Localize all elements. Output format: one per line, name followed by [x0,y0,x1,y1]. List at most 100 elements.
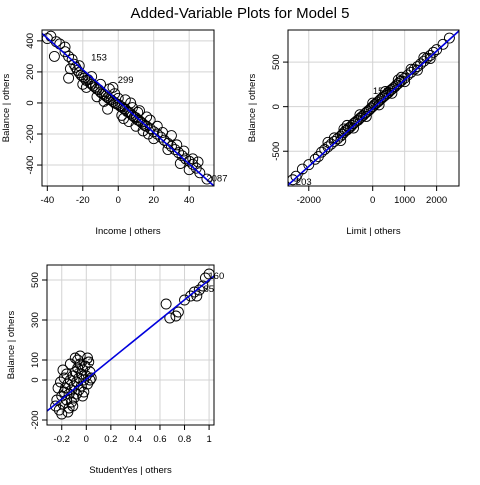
x-tick-label: -2000 [297,195,321,206]
plot-frame [46,264,215,426]
data-point [162,137,174,149]
data-point [61,368,73,380]
data-point [56,408,68,420]
point-label: 153 [91,52,107,63]
data-point [116,109,128,121]
data-point [173,147,184,159]
data-point [151,120,163,132]
data-point [402,69,414,81]
data-points [50,268,214,420]
point-label: 2087 [206,173,227,184]
data-point [174,158,186,169]
y-tick-label: -500 [271,142,282,161]
fit-line [42,32,214,186]
data-point [360,111,372,122]
data-point [141,111,153,123]
x-tick-label: -20 [76,195,90,206]
y-tick-label: 200 [25,64,36,80]
data-point [312,151,324,163]
x-tick-label: 0 [370,195,375,206]
data-point [77,78,89,90]
data-point [415,58,427,70]
y-tick-label: 500 [271,54,282,70]
data-point [52,382,64,394]
data-point [179,294,190,306]
point-label: 153 [373,86,389,97]
data-point [427,46,439,58]
data-point [119,94,131,106]
x-tick-label: 40 [184,195,195,206]
data-point [50,400,62,412]
data-point [309,153,321,165]
data-point [77,71,89,83]
x-tick-label: 0.2 [104,434,117,445]
point-label: 160 [208,271,224,282]
data-point [373,99,385,111]
data-point [411,64,423,76]
data-point [197,280,209,292]
y-tick-label: 100 [30,352,41,368]
data-point [319,144,331,155]
data-point [183,155,195,167]
data-point [191,290,203,302]
data-point [443,32,455,44]
data-point [48,50,60,62]
data-point [169,144,181,155]
x-axis-label: Income | others [95,226,161,237]
data-point [148,126,160,138]
data-point [392,78,404,89]
x-tick-label: 0 [116,195,121,206]
data-point [421,52,433,64]
y-axis-label: Balance | others [6,311,17,380]
x-axis-label: StudentYes | others [89,465,172,476]
data-point [176,150,188,162]
y-axis-label: Balance | others [247,74,258,143]
y-tick-label: -200 [25,124,36,143]
data-point [437,38,449,50]
data-point [187,158,199,170]
data-point [171,139,183,151]
data-point [328,135,340,147]
data-point [95,78,106,90]
data-point [405,66,417,78]
x-tick-label: 0.8 [178,434,191,445]
y-tick-label: 300 [30,312,41,328]
x-tick-label: 20 [148,195,159,206]
fit-line [47,275,214,412]
data-point [67,400,79,412]
y-tick-label: 0 [25,100,36,105]
x-tick-label: 0 [84,434,89,445]
data-point [303,159,315,171]
data-point [341,119,353,131]
data-point [86,71,98,83]
data-point [178,145,190,157]
data-point [63,50,75,62]
data-point [55,376,66,388]
data-point [201,173,213,185]
x-tick-label: 0.4 [129,434,142,445]
data-point [144,114,156,126]
x-tick-label: 0.6 [153,434,166,445]
data-point [80,81,92,93]
data-point [165,140,177,152]
x-tick-label: 1000 [394,195,415,206]
data-point [112,92,124,104]
y-tick-label: 0 [271,104,282,109]
data-point [424,53,436,64]
y-tick-label: 400 [25,33,36,49]
data-point [322,141,334,153]
y-axis-label: Balance | others [1,74,12,143]
data-point [185,290,197,302]
data-point [335,135,347,146]
data-point [325,138,337,150]
data-point [72,354,84,366]
y-tick-label: 0 [30,377,41,382]
data-point [137,125,149,137]
x-axis-label: Limit | others [346,226,400,237]
point-label: 203 [296,177,312,188]
figure-title: Added-Variable Plots for Model 5 [130,5,349,22]
